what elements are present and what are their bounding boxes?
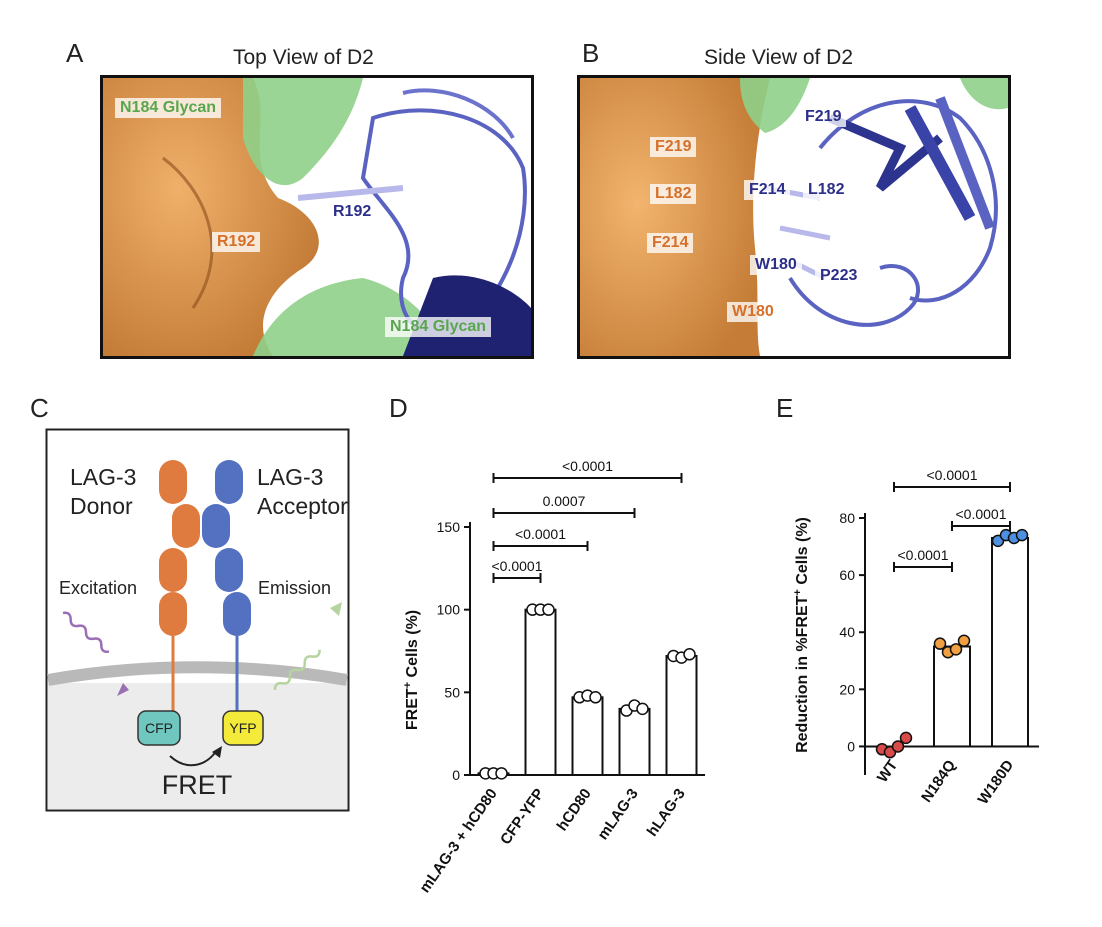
panel-e-chart: Reduction in %FRET+ Cells (%) 0 20 40 60 80 W… [792, 467, 1039, 808]
panel-e-p-value-label: <0.0001 [898, 547, 949, 563]
panel-a-r192-orange-label: R192 [212, 232, 261, 252]
panel-d-data-point [542, 603, 555, 616]
panel-d-data-point [589, 691, 602, 704]
panel-b-letter: B [582, 38, 600, 68]
fret-transfer-arrow-icon [169, 749, 218, 766]
panel-e-data-point [957, 634, 971, 648]
panel-d-category-label: hLAG-3 [644, 786, 689, 840]
panel-b-f214-blue-label: F214 [744, 180, 791, 200]
panel-a-r192-blue-label: R192 [328, 202, 377, 222]
panel-d-letter: D [389, 393, 408, 423]
panel-a-glycan-top-label: N184 Glycan [115, 98, 222, 118]
protein-surface-top-view [103, 78, 531, 356]
donor-chain [159, 460, 200, 713]
panel-e-y-tick-label: 60 [839, 567, 855, 583]
panel-b-w180-blue-label: W180 [750, 255, 802, 275]
panel-e-data-point [933, 637, 947, 650]
panel-b-w180-orange-label: W180 [727, 302, 779, 322]
panel-e-p-value-label: <0.0001 [956, 506, 1007, 522]
panel-d-category-label: mLAG-3 [594, 786, 641, 844]
panel-d-chart: FRET+ Cells (%) 0 50 100 150 mLAG-3 + hCD80C… [402, 458, 705, 896]
membrane [46, 661, 349, 686]
panel-d-bar [571, 696, 604, 776]
emission-wave-icon [273, 649, 321, 691]
cell-interior [48, 683, 347, 809]
acceptor-label-line2: Acceptor [257, 493, 348, 519]
panel-d-data-point [495, 767, 508, 780]
panel-d-bar [665, 654, 698, 777]
panel-e-y-tick-label: 40 [839, 624, 855, 640]
panel-a-letter: A [66, 38, 84, 68]
excitation-wave-icon [62, 611, 110, 654]
panel-d-category-label: CFP-YFP [497, 786, 548, 848]
excitation-label: Excitation [59, 578, 137, 598]
panel-b-f219-orange-label: F219 [650, 137, 697, 157]
panel-d-y-tick-label: 0 [452, 767, 460, 783]
panel-e-ylabel: Reduction in %FRET+ Cells (%) [792, 517, 811, 753]
fret-label: FRET [162, 770, 233, 800]
protein-surface-side-view [580, 78, 1008, 356]
panel-d-ylabel: FRET+ Cells (%) [402, 610, 421, 730]
panel-a-title: Top View of D2 [233, 46, 374, 69]
panel-a-glycan-bottom-label: N184 Glycan [385, 317, 492, 337]
panel-e-y-tick-label: 0 [847, 738, 855, 754]
acceptor-chain [202, 460, 251, 713]
panel-b-structure-image [577, 75, 1011, 359]
panel-d-data-point [636, 702, 649, 716]
panel-d-category-label: hCD80 [554, 786, 595, 835]
panel-d-p-value-label: <0.0001 [562, 458, 613, 474]
panel-d-y-tick-label: 100 [437, 602, 461, 618]
panel-b-f214-orange-label: F214 [647, 233, 694, 253]
panel-d-p-value-label: <0.0001 [492, 558, 543, 574]
panel-e-category-label: W180D [975, 757, 1018, 808]
cfp-box [137, 710, 181, 746]
panel-b-title: Side View of D2 [704, 46, 854, 69]
panel-a-structure-image [100, 75, 534, 359]
panel-d-bar [524, 608, 557, 776]
acceptor-label-line1: LAG-3 [257, 464, 323, 490]
yfp-box [222, 710, 264, 746]
panel-c-letter: C [30, 393, 49, 423]
emission-label: Emission [258, 578, 331, 598]
panel-e-letter: E [776, 393, 794, 423]
donor-label-line2: Donor [70, 493, 133, 519]
panel-d-p-value-label: 0.0007 [543, 493, 586, 509]
panel-e-y-tick-label: 20 [839, 681, 855, 697]
panel-e-p-value-label: <0.0001 [927, 467, 978, 483]
excitation-arrowhead-icon [117, 683, 129, 696]
panel-d-category-label: mLAG-3 + hCD80 [416, 786, 500, 896]
panel-d-y-tick-label: 150 [437, 519, 461, 535]
panel-e-bar [991, 536, 1029, 748]
panel-e-category-label: N184Q [918, 757, 959, 806]
panel-e-data-point [949, 643, 963, 656]
emission-arrowhead-icon [330, 602, 342, 616]
cfp-label: CFP [145, 720, 173, 736]
panel-e-bar [933, 645, 971, 748]
fret-schematic: LAG-3 Donor LAG-3 Acceptor Excitation Em… [45, 428, 350, 812]
donor-label-line1: LAG-3 [70, 464, 136, 490]
panel-b-l182-orange-label: L182 [650, 184, 697, 204]
panel-b-f219-blue-label: F219 [800, 107, 847, 127]
panel-e-data-point [1015, 528, 1029, 542]
panel-e-data-point [899, 731, 913, 745]
panel-e-y-tick-label: 80 [839, 510, 855, 526]
panel-d-data-point [683, 648, 696, 661]
panel-e-data-point [891, 740, 905, 753]
panel-d-y-tick-label: 50 [444, 684, 460, 700]
panel-e-category-label: WT [874, 757, 901, 786]
panel-b-p223-blue-label: P223 [815, 266, 863, 286]
panel-d-p-value-label: <0.0001 [515, 526, 566, 542]
panel-b-l182-blue-label: L182 [803, 180, 850, 200]
yfp-label: YFP [229, 720, 256, 736]
panel-d-bar [618, 707, 651, 776]
